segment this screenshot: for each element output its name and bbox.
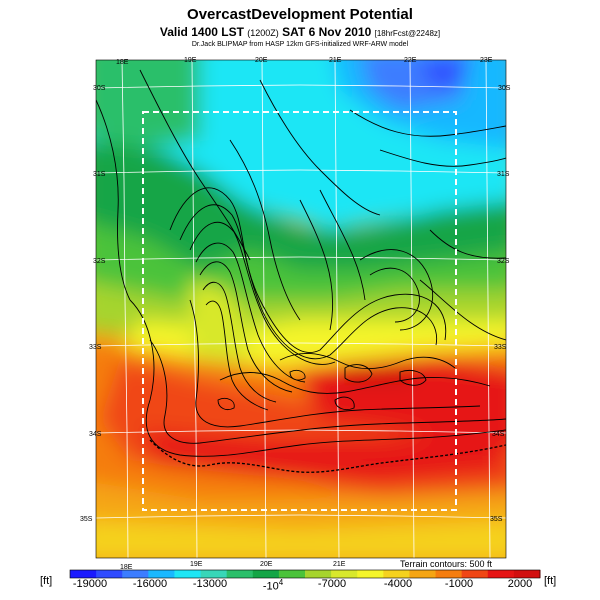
lat-label-left: 35S	[80, 516, 93, 523]
lat-label-left: 32S	[93, 258, 106, 265]
colorbar-segment	[252, 570, 280, 578]
terrain-contour-note: Terrain contours: 500 ft	[400, 559, 493, 569]
colorbar-unit-left: [ft]	[40, 575, 53, 587]
colorbar-segment	[357, 570, 384, 578]
overcast-potential-field	[96, 60, 506, 558]
lon-label-top: 20E	[255, 57, 268, 64]
coastline	[149, 439, 506, 473]
inner-domain-box	[142, 111, 457, 511]
lat-label-right: 32S	[497, 258, 510, 265]
lon-label-bottom: 18E	[120, 564, 133, 571]
colorbar-frame	[69, 569, 541, 579]
colorbar-segment	[383, 570, 410, 578]
utc-time: (1200Z)	[247, 28, 279, 38]
map-title: OvercastDevelopment Potential	[187, 6, 413, 23]
colorbar-segment	[200, 570, 228, 578]
lat-label-left: 31S	[93, 171, 106, 178]
valid-time-line: Valid 1400 LST (1200Z) SAT 6 Nov 2010 [1…	[0, 25, 600, 39]
colorbar-segment	[435, 570, 463, 578]
forecast-hour: [18hrFcst@2248z]	[374, 29, 441, 38]
terrain-contours	[96, 69, 506, 457]
lat-label-left: 30S	[93, 85, 106, 92]
colorbar-tick-label: -13000	[192, 578, 228, 590]
colorbar-tick-label-exp: -104	[262, 578, 284, 593]
colorbar-unit-right: [ft]	[544, 575, 557, 587]
lon-label-bottom: 21E	[333, 561, 346, 568]
colorbar-tick-label: -4000	[383, 578, 413, 590]
valid-date: SAT 6 Nov 2010	[282, 25, 372, 39]
lat-label-right: 34S	[492, 431, 505, 438]
colorbar-segment	[409, 570, 437, 578]
lat-label-left: 33S	[89, 344, 102, 351]
lon-label-top: 19E	[184, 57, 197, 64]
colorbar-tick-label: -7000	[317, 578, 347, 590]
colorbar-segment	[226, 570, 254, 578]
colorbar-segment	[70, 570, 97, 578]
colorbar-segment	[513, 570, 541, 578]
model-credit: Dr.Jack BLIPMAP from HASP 12km GFS-initi…	[191, 41, 409, 48]
colorbar-tick-label: -16000	[132, 578, 168, 590]
lon-label-top: 23E	[480, 57, 493, 64]
colorbar-segment	[461, 570, 489, 578]
lon-label-top: 18E	[116, 59, 129, 66]
colorbar-segment	[331, 570, 358, 578]
lat-label-right: 31S	[497, 171, 510, 178]
colorbar	[69, 569, 541, 579]
colorbar-segment	[96, 570, 123, 578]
lat-label-right: 30S	[498, 85, 511, 92]
colorbar-segment	[148, 570, 175, 578]
colorbar-segment	[487, 570, 515, 578]
valid-time: Valid 1400 LST	[159, 25, 244, 39]
colorbar-segment	[278, 570, 306, 578]
colorbar-segment	[305, 570, 332, 578]
lat-label-left: 34S	[89, 431, 102, 438]
lon-label-bottom: 19E	[190, 561, 203, 568]
lat-lon-grid	[96, 60, 506, 558]
lat-label-right: 35S	[490, 516, 503, 523]
lon-label-top: 22E	[404, 57, 417, 64]
colorbar-tick-label: -19000	[72, 578, 108, 590]
lon-label-top: 21E	[329, 57, 342, 64]
colorbar-tick-label: 2000	[507, 578, 533, 590]
map-frame	[95, 59, 507, 559]
colorbar-segment	[174, 570, 202, 578]
lon-label-bottom: 20E	[260, 561, 273, 568]
lat-label-right: 33S	[494, 344, 507, 351]
colorbar-segment	[122, 570, 149, 578]
colorbar-tick-label: -1000	[444, 578, 474, 590]
tick-exponent: 4	[278, 578, 284, 587]
